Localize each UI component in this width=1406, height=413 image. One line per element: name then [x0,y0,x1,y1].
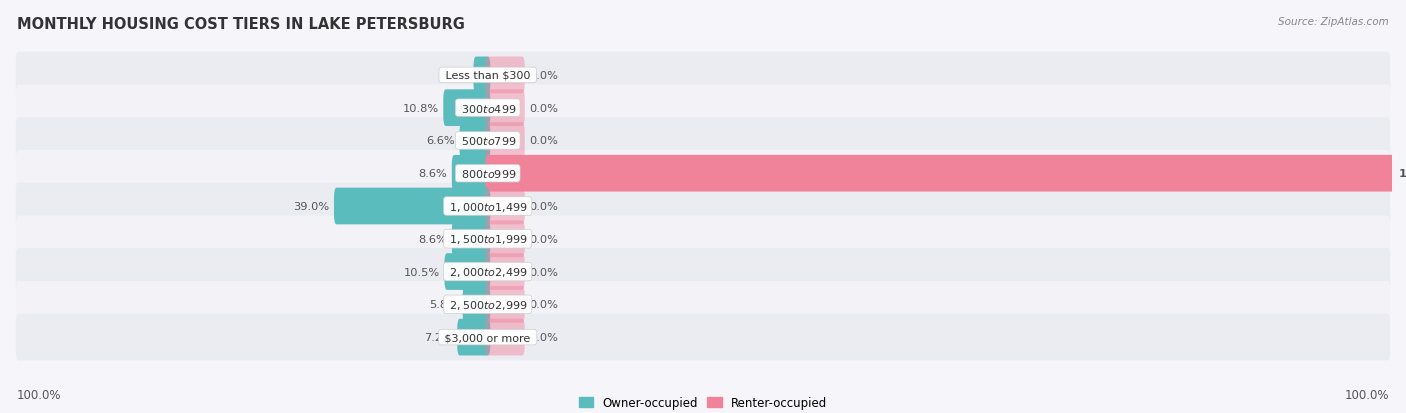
FancyBboxPatch shape [335,188,491,225]
FancyBboxPatch shape [485,319,524,356]
Text: 100.0%: 100.0% [1399,169,1406,179]
Text: 8.6%: 8.6% [419,169,447,179]
Legend: Owner-occupied, Renter-occupied: Owner-occupied, Renter-occupied [574,392,832,413]
Text: 10.8%: 10.8% [404,103,439,114]
FancyBboxPatch shape [444,254,491,290]
FancyBboxPatch shape [15,249,1391,295]
FancyBboxPatch shape [15,314,1391,361]
FancyBboxPatch shape [485,188,524,225]
FancyBboxPatch shape [485,221,524,258]
FancyBboxPatch shape [485,254,524,290]
Text: $3,000 or more: $3,000 or more [441,332,534,342]
Text: $300 to $499: $300 to $499 [458,102,517,114]
FancyBboxPatch shape [463,286,491,323]
FancyBboxPatch shape [474,57,491,94]
Text: 100.0%: 100.0% [17,388,62,401]
Text: 10.5%: 10.5% [404,267,440,277]
FancyBboxPatch shape [15,118,1391,164]
Text: $2,500 to $2,999: $2,500 to $2,999 [447,298,529,311]
Text: Source: ZipAtlas.com: Source: ZipAtlas.com [1278,17,1389,26]
Text: 0.0%: 0.0% [529,71,558,81]
Text: 0.0%: 0.0% [529,103,558,114]
Text: 3.0%: 3.0% [440,71,470,81]
Text: 0.0%: 0.0% [529,136,558,146]
FancyBboxPatch shape [485,90,524,127]
Text: 0.0%: 0.0% [529,332,558,342]
Text: 6.6%: 6.6% [426,136,456,146]
Text: 39.0%: 39.0% [294,202,329,211]
FancyBboxPatch shape [451,221,491,258]
FancyBboxPatch shape [443,90,491,127]
FancyBboxPatch shape [460,123,491,159]
Text: 7.2%: 7.2% [425,332,453,342]
FancyBboxPatch shape [15,85,1391,132]
Text: 5.8%: 5.8% [429,299,458,310]
FancyBboxPatch shape [485,57,524,94]
Text: 8.6%: 8.6% [419,234,447,244]
Text: $500 to $799: $500 to $799 [458,135,517,147]
FancyBboxPatch shape [15,52,1391,99]
Text: $1,500 to $1,999: $1,500 to $1,999 [447,233,529,246]
Text: $2,000 to $2,499: $2,000 to $2,499 [447,266,529,278]
FancyBboxPatch shape [15,216,1391,262]
FancyBboxPatch shape [15,281,1391,328]
FancyBboxPatch shape [457,319,491,356]
FancyBboxPatch shape [485,286,524,323]
Text: 0.0%: 0.0% [529,299,558,310]
Text: 0.0%: 0.0% [529,267,558,277]
Text: $1,000 to $1,499: $1,000 to $1,499 [447,200,529,213]
FancyBboxPatch shape [15,151,1391,197]
Text: 0.0%: 0.0% [529,202,558,211]
FancyBboxPatch shape [451,156,491,192]
FancyBboxPatch shape [15,183,1391,230]
Text: 0.0%: 0.0% [529,234,558,244]
FancyBboxPatch shape [485,123,524,159]
FancyBboxPatch shape [485,156,1395,192]
Text: $800 to $999: $800 to $999 [458,168,517,180]
Text: 100.0%: 100.0% [1344,388,1389,401]
Text: Less than $300: Less than $300 [441,71,534,81]
Text: MONTHLY HOUSING COST TIERS IN LAKE PETERSBURG: MONTHLY HOUSING COST TIERS IN LAKE PETER… [17,17,465,31]
